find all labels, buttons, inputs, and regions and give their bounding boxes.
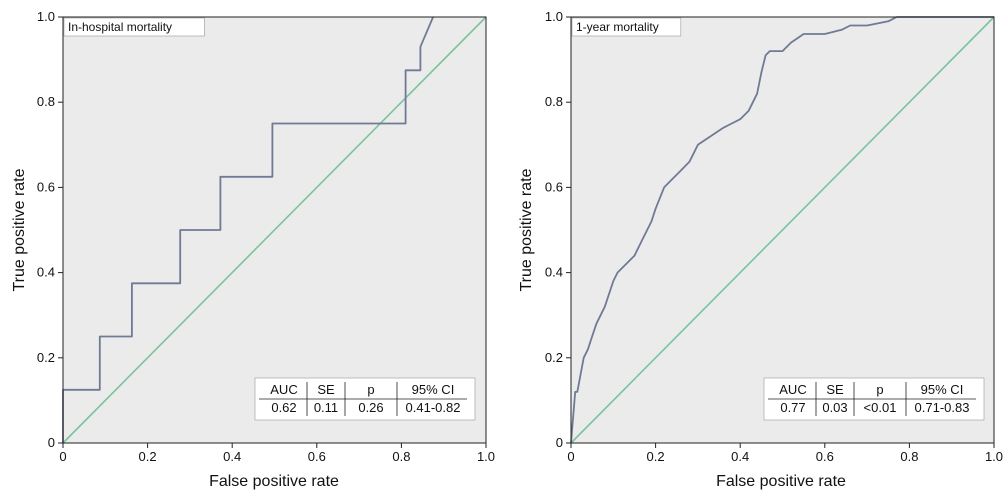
y-tick-label: 0.4 — [37, 265, 55, 280]
x-tick-label: 0.2 — [647, 449, 665, 464]
roc-panel-2: 1-year mortality 00 0.2 0.2 0.4 0.4 0.6 0.6 0.8 0… — [518, 9, 1003, 490]
stats-value: 0.11 — [314, 400, 338, 415]
stats-value: 0.62 — [271, 400, 296, 415]
x-tick-label: 0.4 — [223, 449, 241, 464]
y-axis-title: True positive rate — [11, 168, 28, 291]
roc-curve — [62, 16, 434, 443]
panel-title: 1-year mortality — [571, 17, 682, 37]
x-tick-label: 0.6 — [308, 449, 326, 464]
stats-header: AUC — [270, 382, 297, 397]
stats-value: 0.77 — [780, 400, 805, 415]
panel-title: In-hospital mortality — [63, 17, 205, 37]
y-axis-title: True positive rate — [518, 168, 535, 291]
roc-curve — [570, 16, 994, 444]
x-tick-label: 0 — [567, 449, 574, 464]
x-tick-label: 1.0 — [985, 449, 1003, 464]
stats-header: p — [367, 382, 374, 397]
stats-value: 0.41-0.82 — [406, 400, 461, 415]
plot-frame — [570, 16, 995, 444]
x-tick-label: 0.4 — [731, 449, 749, 464]
stats-value: 0.03 — [822, 400, 847, 415]
y-tick-label: 1.0 — [545, 9, 563, 24]
y-tick-label: 0.2 — [37, 350, 55, 365]
stats-header: 95% CI — [921, 382, 964, 397]
x-tick-label: 0.8 — [900, 449, 918, 464]
stats-value: 0.71-0.83 — [915, 400, 970, 415]
y-tick-label: 1.0 — [37, 9, 55, 24]
reference-line — [570, 16, 995, 444]
y-tick-label: 0.6 — [545, 179, 563, 194]
y-tick-label: 0.6 — [37, 179, 55, 194]
x-tick-label: 1.0 — [477, 449, 495, 464]
stats-table: AUC 0.77 SE 0.03 p <0.01 95% CI 0.71-0.83 — [763, 377, 985, 421]
plot-frame — [62, 16, 487, 444]
stats-header: SE — [826, 382, 844, 397]
y-tick-label: 0.4 — [545, 265, 563, 280]
stats-value: <0.01 — [864, 400, 897, 415]
stats-header: AUC — [779, 382, 806, 397]
stats-header: 95% CI — [412, 382, 455, 397]
roc-panel-1: In-hospital mortality 00 0.2 0.2 0.4 0.4 0.6 0.… — [11, 9, 495, 490]
x-tick-label: 0.6 — [816, 449, 834, 464]
stats-header: SE — [317, 382, 335, 397]
x-tick-label: 0 — [59, 449, 66, 464]
x-axis-title: False positive rate — [716, 473, 846, 490]
y-tick-label: 0 — [556, 435, 563, 450]
panel-title-box — [63, 17, 205, 37]
x-tick-label: 0.2 — [139, 449, 157, 464]
panel-title-text: In-hospital mortality — [68, 20, 172, 34]
panel-title-box — [571, 17, 682, 37]
x-axis-title: False positive rate — [209, 473, 339, 490]
y-tick-label: 0.2 — [545, 350, 563, 365]
y-tick-label: 0.8 — [37, 94, 55, 109]
reference-line — [62, 16, 487, 444]
panel-title-text: 1-year mortality — [576, 20, 659, 34]
stats-table: AUC 0.62 SE 0.11 p 0.26 95% CI 0.41-0.82 — [254, 377, 476, 421]
stats-value: 0.26 — [358, 400, 383, 415]
y-tick-label: 0 — [48, 435, 55, 450]
stats-header: p — [876, 382, 883, 397]
x-tick-label: 0.8 — [392, 449, 410, 464]
y-tick-label: 0.8 — [545, 94, 563, 109]
